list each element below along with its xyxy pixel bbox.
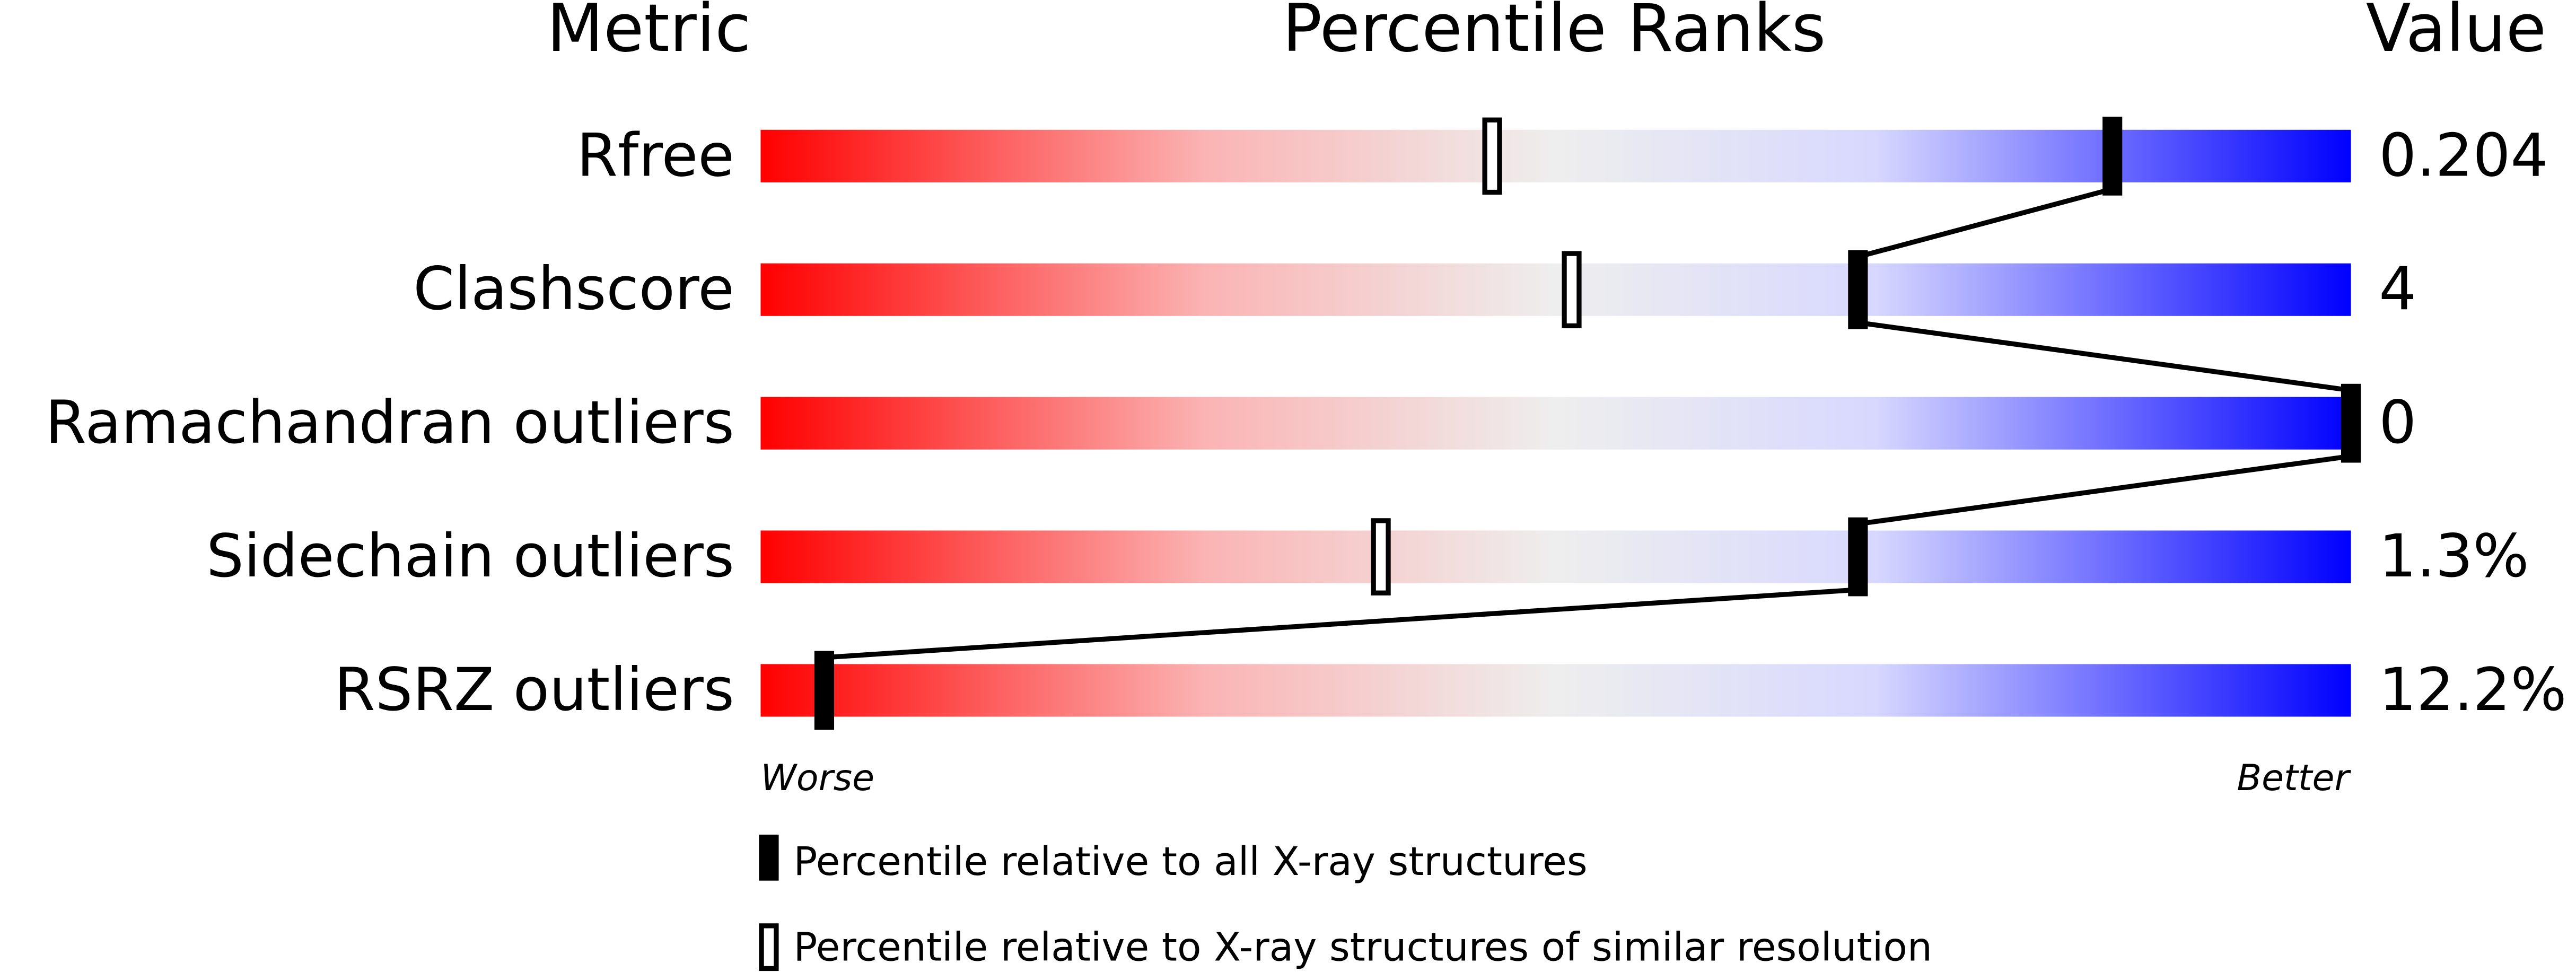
connector xyxy=(1857,186,2113,259)
value-label: 1.3% xyxy=(2379,522,2529,591)
marker-all xyxy=(1848,250,1868,329)
marker-all xyxy=(2102,117,2123,196)
marker-similar xyxy=(1482,117,1502,195)
connector xyxy=(1857,453,2352,527)
connector xyxy=(1857,320,2352,393)
metric-label: RSRZ outliers xyxy=(334,655,734,724)
header-percentile: Percentile Ranks xyxy=(1282,0,1826,67)
marker-all xyxy=(1848,517,1868,597)
legend-similar-swatch xyxy=(759,923,779,971)
legend-all-swatch xyxy=(759,834,779,881)
metric-label: Ramachandran outliers xyxy=(45,388,734,457)
marker-similar xyxy=(1371,518,1391,596)
worse-label: Worse xyxy=(760,757,874,799)
legend-all: Percentile relative to all X-ray structu… xyxy=(793,838,1587,885)
marker-all xyxy=(814,651,835,730)
percentile-bar xyxy=(760,530,2351,583)
better-label: Better xyxy=(2237,757,2351,799)
metric-label: Clashscore xyxy=(413,255,734,323)
marker-similar xyxy=(1562,251,1582,329)
metric-label: Rfree xyxy=(577,121,734,190)
header-value: Value xyxy=(2366,0,2546,67)
percentile-bar xyxy=(760,397,2351,450)
value-label: 0.204 xyxy=(2379,121,2548,190)
connector xyxy=(824,587,1859,660)
percentile-bar xyxy=(760,263,2351,316)
percentile-bar xyxy=(760,129,2351,182)
value-label: 12.2% xyxy=(2379,655,2566,724)
percentile-bar xyxy=(760,664,2351,717)
value-label: 0 xyxy=(2379,388,2416,457)
value-label: 4 xyxy=(2379,255,2416,323)
header-metric: Metric xyxy=(547,0,751,67)
metric-label: Sidechain outliers xyxy=(206,522,734,591)
marker-all xyxy=(2341,383,2361,463)
legend-similar: Percentile relative to X-ray structures … xyxy=(793,924,1932,970)
